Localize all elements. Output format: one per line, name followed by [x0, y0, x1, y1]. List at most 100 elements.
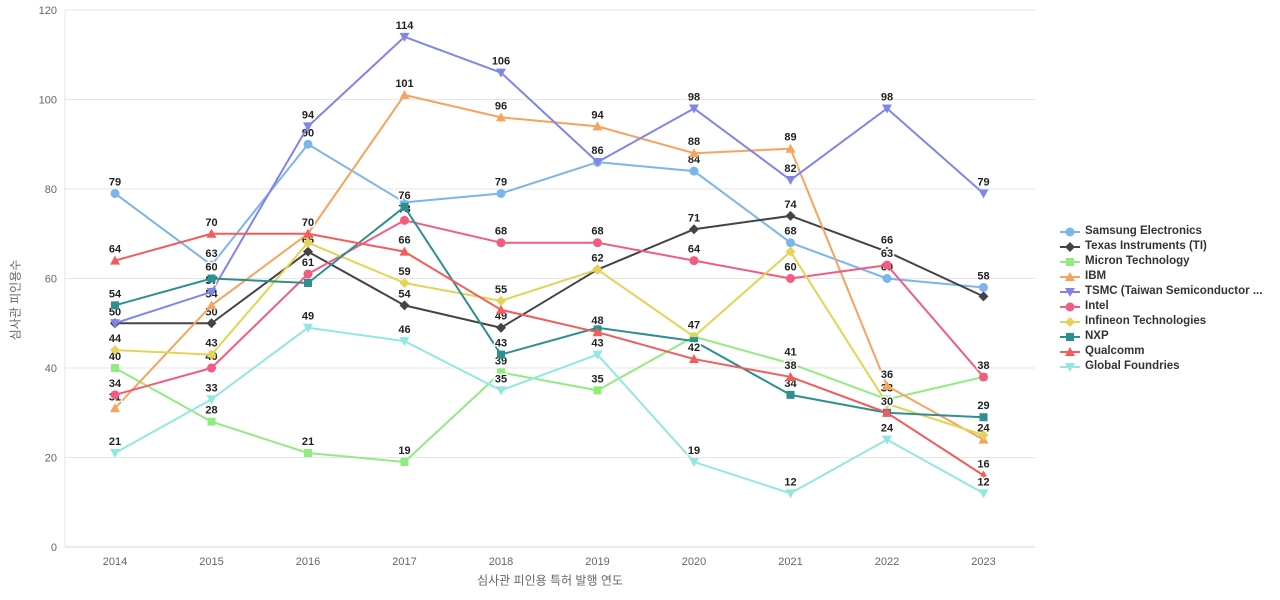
data-point[interactable] — [303, 139, 313, 149]
data-point[interactable] — [207, 417, 216, 426]
legend-item-infineon-technologies[interactable]: Infineon Technologies — [1060, 314, 1262, 329]
data-point[interactable] — [882, 435, 892, 445]
data-point[interactable] — [978, 291, 989, 302]
legend-item-qualcomm[interactable]: Qualcomm — [1060, 344, 1262, 359]
data-point[interactable] — [399, 300, 410, 311]
data-point[interactable] — [689, 354, 699, 364]
data-point[interactable] — [303, 323, 313, 333]
data-point[interactable] — [785, 246, 796, 257]
data-point[interactable] — [399, 246, 410, 256]
data-point[interactable] — [110, 188, 120, 198]
data-point[interactable] — [979, 372, 988, 382]
data-point[interactable] — [303, 246, 313, 257]
data-point[interactable] — [496, 68, 506, 78]
data-point[interactable] — [110, 390, 120, 400]
data-point[interactable] — [592, 264, 603, 275]
data-point[interactable] — [399, 32, 410, 42]
data-point[interactable] — [303, 228, 313, 238]
legend-item-samsung-electronics[interactable]: Samsung Electronics — [1060, 224, 1262, 239]
data-point[interactable] — [979, 413, 988, 422]
data-point[interactable] — [785, 210, 796, 221]
data-point[interactable] — [786, 274, 795, 283]
legend-item-texas-instruments-ti[interactable]: Texas Instruments (TI) — [1060, 239, 1262, 254]
data-point[interactable] — [592, 350, 603, 360]
data-point[interactable] — [303, 269, 313, 279]
data-point[interactable] — [496, 112, 506, 122]
data-point[interactable] — [882, 274, 892, 283]
data-point[interactable] — [304, 449, 312, 458]
data-point[interactable] — [882, 104, 892, 114]
data-point[interactable] — [978, 489, 989, 499]
data-point[interactable] — [304, 278, 312, 287]
data-label: 94 — [302, 109, 315, 121]
data-point[interactable] — [785, 371, 796, 381]
data-point[interactable] — [978, 430, 989, 441]
data-point[interactable] — [689, 104, 699, 114]
data-point[interactable] — [785, 143, 796, 153]
data-point[interactable] — [592, 158, 603, 168]
data-point[interactable] — [303, 122, 313, 132]
data-point[interactable] — [785, 489, 796, 499]
data-point[interactable] — [207, 363, 216, 373]
data-point[interactable] — [689, 256, 699, 266]
data-point[interactable] — [882, 380, 892, 390]
data-point[interactable] — [786, 390, 795, 399]
data-point[interactable] — [979, 282, 988, 292]
data-point[interactable] — [206, 349, 217, 360]
data-point[interactable] — [110, 255, 120, 265]
data-point[interactable] — [400, 457, 409, 466]
data-point[interactable] — [882, 398, 892, 409]
data-point[interactable] — [496, 322, 506, 333]
data-point[interactable] — [496, 295, 506, 306]
data-point[interactable] — [400, 202, 409, 211]
data-point[interactable] — [207, 260, 216, 270]
legend-item-tsmc-taiwan-semiconductor[interactable]: TSMC (Taiwan Semiconductor ... — [1060, 284, 1262, 299]
data-point[interactable] — [110, 449, 120, 459]
data-point[interactable] — [592, 327, 603, 337]
data-point[interactable] — [206, 395, 217, 405]
legend-item-ibm[interactable]: IBM — [1060, 269, 1262, 284]
data-point[interactable] — [690, 337, 698, 346]
data-point[interactable] — [111, 301, 119, 310]
data-point[interactable] — [497, 368, 505, 377]
data-point[interactable] — [207, 274, 216, 283]
data-point[interactable] — [978, 189, 989, 199]
data-point[interactable] — [593, 238, 602, 248]
data-point[interactable] — [399, 337, 410, 347]
data-point[interactable] — [978, 470, 989, 480]
data-point[interactable] — [110, 345, 120, 356]
data-point[interactable] — [110, 319, 120, 329]
legend-item-global-foundries[interactable]: Global Foundries — [1060, 359, 1262, 374]
legend-item-intel[interactable]: Intel — [1060, 299, 1262, 314]
data-point[interactable] — [206, 318, 217, 329]
data-point[interactable] — [303, 237, 313, 248]
data-point[interactable] — [689, 148, 699, 158]
data-point[interactable] — [496, 304, 506, 314]
data-point[interactable] — [399, 277, 410, 288]
data-point[interactable] — [400, 215, 409, 225]
data-point[interactable] — [882, 246, 892, 257]
data-point[interactable] — [593, 386, 602, 395]
legend-item-nxp[interactable]: NXP — [1060, 329, 1262, 344]
data-point[interactable] — [592, 121, 603, 131]
data-point[interactable] — [882, 260, 892, 270]
data-point[interactable] — [882, 407, 892, 417]
data-point[interactable] — [206, 228, 217, 238]
data-point[interactable] — [496, 386, 506, 396]
data-point[interactable] — [110, 403, 120, 413]
legend-item-micron-technology[interactable]: Micron Technology — [1060, 254, 1262, 269]
data-label: 61 — [302, 257, 314, 269]
data-point[interactable] — [206, 300, 217, 310]
data-point[interactable] — [496, 188, 506, 198]
data-point[interactable] — [689, 224, 699, 235]
data-point[interactable] — [497, 350, 505, 359]
data-point[interactable] — [111, 364, 119, 372]
data-point[interactable] — [496, 238, 506, 248]
data-point[interactable] — [786, 359, 795, 368]
data-point[interactable] — [689, 457, 699, 467]
data-point[interactable] — [785, 176, 796, 186]
data-point[interactable] — [206, 287, 217, 297]
data-point[interactable] — [689, 166, 699, 176]
data-point[interactable] — [399, 90, 410, 100]
data-point[interactable] — [786, 238, 795, 248]
